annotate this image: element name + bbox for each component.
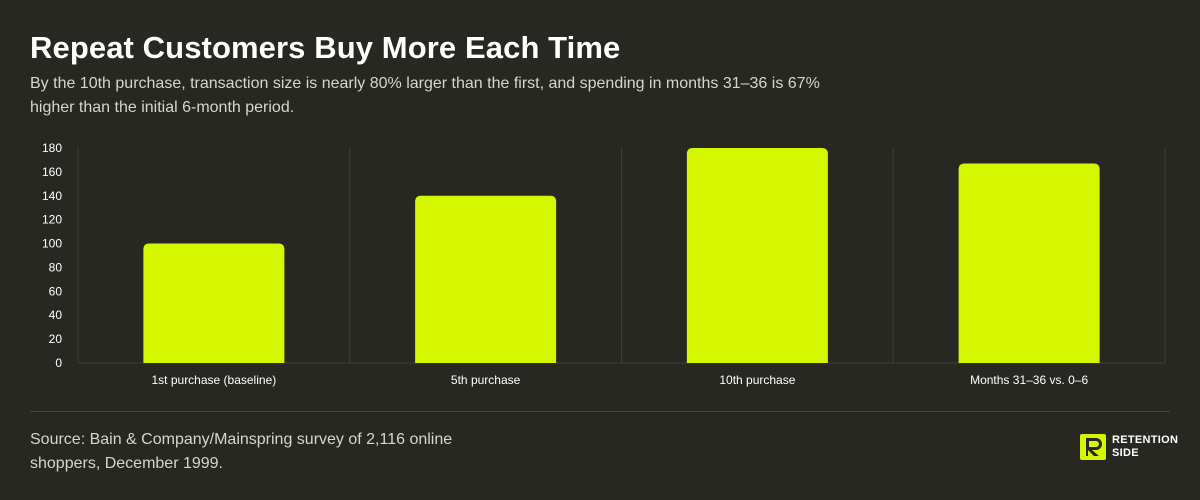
y-tick-label: 80 bbox=[49, 260, 63, 274]
bar bbox=[143, 243, 285, 363]
y-tick-label: 100 bbox=[42, 237, 62, 251]
x-tick-label: 10th purchase bbox=[719, 373, 795, 387]
y-tick-label: 120 bbox=[42, 213, 62, 227]
y-tick-label: 40 bbox=[49, 308, 63, 322]
logo-mark-icon bbox=[1080, 434, 1106, 460]
chart-subtitle: By the 10th purchase, transaction size i… bbox=[30, 75, 820, 116]
chart-title: Repeat Customers Buy More Each Time bbox=[30, 30, 621, 65]
y-tick-label: 60 bbox=[49, 284, 63, 298]
y-tick-label: 140 bbox=[42, 189, 62, 203]
y-tick-label: 160 bbox=[42, 165, 62, 179]
bar-chart: 0 20 40 60 80 100 120 140 160 180 1st purchase (b… bbox=[42, 141, 1166, 387]
y-tick-label: 0 bbox=[55, 356, 62, 370]
bar bbox=[958, 163, 1100, 363]
x-axis-labels: 1st purchase (baseline) 5th purchase 10th … bbox=[152, 373, 1089, 387]
bars bbox=[143, 148, 1100, 363]
logo-text-line2: SIDE bbox=[1112, 447, 1139, 459]
bar bbox=[415, 195, 557, 363]
bar bbox=[686, 148, 828, 363]
logo-text-line1: RETENTION bbox=[1112, 434, 1179, 446]
footer-divider bbox=[30, 411, 1170, 412]
y-axis-ticks: 0 20 40 60 80 100 120 140 160 180 bbox=[42, 141, 62, 370]
x-tick-label: 1st purchase (baseline) bbox=[152, 373, 277, 387]
y-tick-label: 180 bbox=[42, 141, 62, 155]
x-tick-label: Months 31–36 vs. 0–6 bbox=[970, 373, 1088, 387]
source-note: Source: Bain & Company/Mainspring survey… bbox=[30, 431, 453, 472]
brand-logo: RETENTION SIDE bbox=[1080, 434, 1178, 460]
y-tick-label: 20 bbox=[49, 332, 63, 346]
x-tick-label: 5th purchase bbox=[451, 373, 521, 387]
